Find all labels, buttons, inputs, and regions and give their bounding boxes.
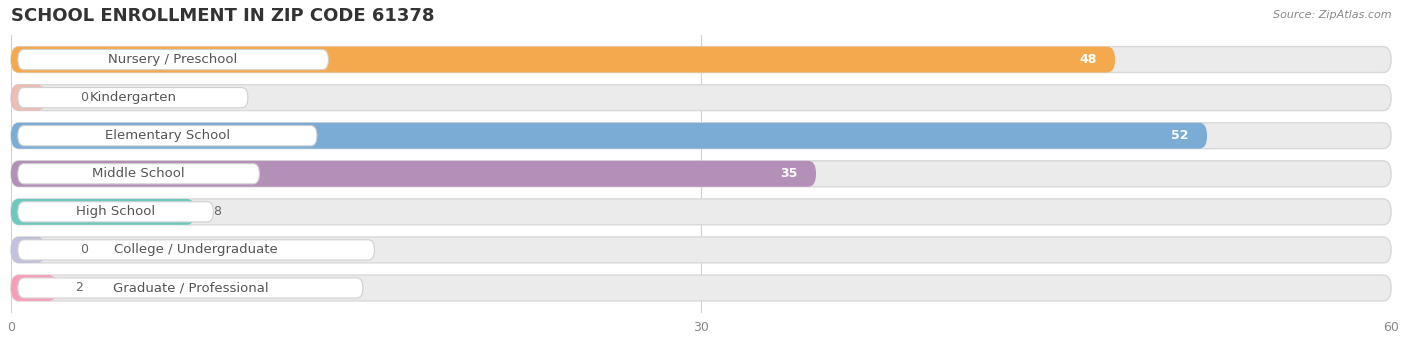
FancyBboxPatch shape [18,164,259,184]
Text: 48: 48 [1080,53,1097,66]
Text: Kindergarten: Kindergarten [90,91,176,104]
FancyBboxPatch shape [11,237,1391,263]
FancyBboxPatch shape [11,275,1391,301]
Text: 0: 0 [80,243,89,256]
Text: 35: 35 [780,167,797,180]
FancyBboxPatch shape [11,237,45,263]
Text: Nursery / Preschool: Nursery / Preschool [108,53,238,66]
FancyBboxPatch shape [11,161,815,187]
FancyBboxPatch shape [11,123,1391,149]
FancyBboxPatch shape [18,49,329,70]
Text: Middle School: Middle School [93,167,186,180]
FancyBboxPatch shape [18,202,214,222]
FancyBboxPatch shape [11,199,1391,225]
FancyBboxPatch shape [11,85,1391,110]
Text: 8: 8 [214,205,221,218]
FancyBboxPatch shape [11,275,58,301]
FancyBboxPatch shape [18,278,363,298]
Text: College / Undergraduate: College / Undergraduate [114,243,278,256]
Text: Source: ZipAtlas.com: Source: ZipAtlas.com [1274,10,1392,20]
Text: Elementary School: Elementary School [105,129,231,142]
Text: SCHOOL ENROLLMENT IN ZIP CODE 61378: SCHOOL ENROLLMENT IN ZIP CODE 61378 [11,7,434,25]
FancyBboxPatch shape [11,47,1391,73]
FancyBboxPatch shape [18,88,247,108]
Text: Graduate / Professional: Graduate / Professional [112,281,269,295]
Text: 2: 2 [76,281,83,295]
FancyBboxPatch shape [18,125,316,146]
FancyBboxPatch shape [11,85,45,110]
Text: 52: 52 [1171,129,1188,142]
FancyBboxPatch shape [11,47,1115,73]
Text: High School: High School [76,205,155,218]
FancyBboxPatch shape [18,240,374,260]
FancyBboxPatch shape [11,161,1391,187]
Text: 0: 0 [80,91,89,104]
FancyBboxPatch shape [11,123,1208,149]
FancyBboxPatch shape [11,199,195,225]
